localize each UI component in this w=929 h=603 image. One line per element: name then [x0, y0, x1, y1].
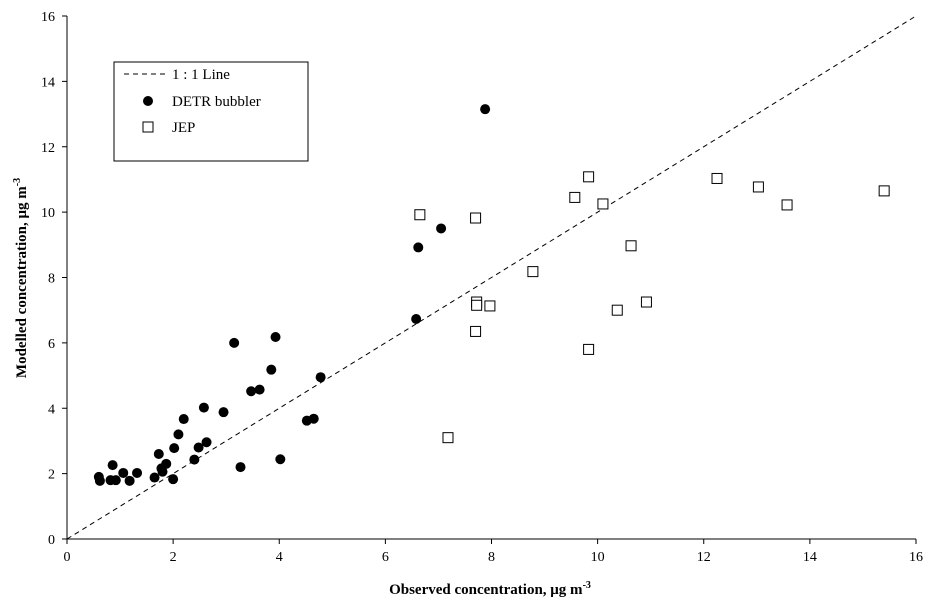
detr-point	[118, 467, 129, 478]
detr-point	[157, 466, 168, 477]
detr-point	[315, 372, 326, 383]
detr-point	[411, 314, 422, 325]
detr-point	[107, 460, 118, 471]
x-tick-label: 6	[382, 550, 389, 565]
detr-point	[169, 443, 180, 454]
y-axis-title: Modelled concentration, μg m-3	[12, 178, 30, 378]
jep-point	[527, 266, 539, 278]
detr-point	[254, 384, 265, 395]
jep-point	[752, 181, 764, 193]
jep-point	[781, 199, 793, 211]
y-tick-label: 10	[41, 206, 55, 221]
x-axis-title: Observed concentration, μg m-3	[389, 580, 591, 598]
one-to-one-reference-line	[66, 15, 917, 540]
detr-point	[413, 242, 424, 253]
detr-point	[110, 475, 121, 486]
detr-point	[275, 454, 286, 465]
detr-point	[161, 458, 172, 469]
detr-point	[193, 442, 204, 453]
jep-point	[470, 325, 482, 337]
x-tick-label: 14	[803, 550, 817, 565]
jep-point	[569, 191, 581, 203]
legend-box	[113, 61, 309, 162]
y-tick-label: 12	[41, 141, 55, 156]
y-tick-label: 8	[48, 272, 55, 287]
jep-point	[484, 300, 496, 312]
jep-point	[640, 296, 652, 308]
x-tick-label: 16	[909, 550, 923, 565]
detr-point	[308, 413, 319, 424]
jep-point	[583, 171, 595, 183]
y-tick-label: 16	[41, 10, 55, 25]
legend-label-detr: DETR bubbler	[172, 94, 261, 110]
jep-point	[711, 172, 723, 184]
legend: 1 : 1 Line DETR bubbler JEP	[113, 61, 309, 162]
y-tick-label: 4	[48, 402, 55, 417]
y-tick-label: 6	[48, 337, 55, 352]
legend-open-square-icon	[142, 121, 154, 133]
detr-point	[480, 104, 491, 115]
x-tick-label: 12	[697, 550, 711, 565]
y-ticks: 0 2 4 6 8 10 12 14 16	[41, 10, 67, 548]
jep-point	[583, 343, 595, 355]
x-tick-label: 2	[170, 550, 177, 565]
jep-point	[442, 432, 454, 444]
detr-point	[189, 454, 200, 465]
detr-point	[436, 223, 447, 234]
jep-point	[611, 304, 623, 316]
detr-point	[173, 429, 184, 440]
plot-area: 0 2 4 6 8 10 12 14 16 0 2 4 6 8 10 12 14 16	[41, 10, 923, 565]
x-ticks: 0 2 4 6 8 10 12 14 16	[64, 539, 923, 565]
x-tick-label: 0	[64, 550, 71, 565]
detr-point	[229, 337, 240, 348]
y-tick-label: 0	[48, 533, 55, 548]
y-tick-label: 14	[41, 75, 55, 90]
detr-point	[201, 437, 212, 448]
legend-filled-circle-icon	[143, 96, 153, 106]
legend-label-reference: 1 : 1 Line	[172, 67, 230, 83]
jep-point	[878, 185, 890, 197]
x-tick-label: 10	[591, 550, 605, 565]
detr-point	[132, 467, 143, 478]
detr-point	[178, 414, 189, 425]
detr-point	[270, 331, 281, 342]
detr-point	[198, 402, 209, 413]
x-tick-label: 8	[488, 550, 495, 565]
detr-point	[124, 475, 135, 486]
jep-point	[625, 240, 637, 252]
jep-point	[597, 198, 609, 210]
detr-point	[153, 449, 164, 460]
detr-point	[149, 472, 160, 483]
legend-label-jep: JEP	[172, 120, 195, 136]
detr-point	[235, 462, 246, 473]
jep-point	[470, 212, 482, 224]
detr-point	[218, 407, 229, 418]
detr-point	[94, 475, 105, 486]
series-detr-bubbler	[93, 104, 491, 486]
jep-point	[471, 299, 483, 311]
y-tick-label: 2	[48, 468, 55, 483]
series-jep	[414, 171, 890, 444]
x-tick-label: 4	[276, 550, 283, 565]
detr-point	[246, 386, 257, 397]
detr-point	[168, 474, 179, 485]
jep-point	[414, 209, 426, 221]
detr-point	[266, 364, 277, 375]
